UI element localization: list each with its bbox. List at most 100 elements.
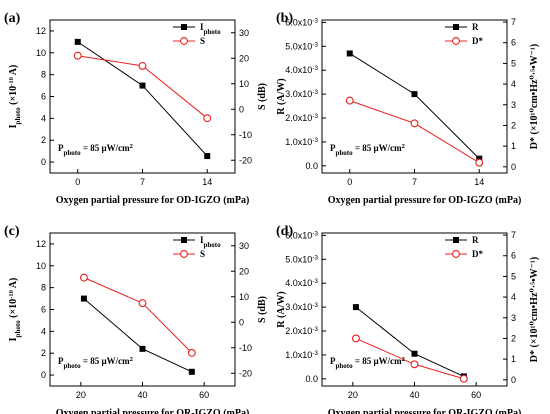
left-tick-label: 12 bbox=[36, 26, 46, 36]
panel-label: (c) bbox=[4, 224, 20, 239]
legend-marker-circle bbox=[180, 37, 188, 45]
legend-marker-circle bbox=[452, 37, 460, 45]
right-tick-label: 10 bbox=[239, 292, 249, 302]
left-tick-label: 2.0x10-3 bbox=[285, 113, 318, 124]
data-point-square bbox=[74, 38, 81, 45]
series-line-right bbox=[349, 100, 480, 164]
series-line-left bbox=[355, 306, 465, 377]
data-point-square bbox=[80, 295, 87, 302]
left-tick-label: 0.0 bbox=[305, 161, 318, 171]
right-tick-label: 7 bbox=[511, 230, 516, 240]
pphoto-annotation: Pphoto = 85 μW/cm2 bbox=[58, 356, 133, 371]
x-tick-label: 40 bbox=[137, 390, 147, 400]
left-tick-label: 4 bbox=[41, 113, 46, 123]
left-tick-label: 1.0x10-3 bbox=[285, 349, 318, 360]
right-tick-label: 10 bbox=[239, 79, 249, 89]
right-tick-label: 0 bbox=[239, 317, 244, 327]
left-tick-label: 3.0x10-3 bbox=[285, 302, 318, 313]
right-tick-label: 6 bbox=[511, 38, 516, 48]
data-point-circle bbox=[138, 299, 147, 308]
data-point-circle bbox=[79, 273, 88, 282]
legend-marker-square bbox=[453, 237, 459, 243]
data-point-circle bbox=[475, 158, 484, 167]
left-tick-label: 2.0x10-3 bbox=[285, 326, 318, 337]
legend-label: S bbox=[200, 36, 205, 46]
left-tick-label: 8 bbox=[41, 283, 46, 293]
legend-marker-square bbox=[181, 237, 187, 243]
x-tick-label: 60 bbox=[471, 390, 481, 400]
right-tick-label: 3 bbox=[511, 100, 516, 110]
right-tick-label: 4 bbox=[511, 79, 516, 89]
left-tick-label: 6 bbox=[41, 305, 46, 315]
legend-marker-circle bbox=[180, 250, 188, 258]
data-point-square bbox=[411, 91, 418, 98]
right-tick-label: 1 bbox=[511, 141, 516, 151]
right-axis-label: D* (×10¹⁰cm•Hz⁰·⁵•W⁻¹) bbox=[529, 44, 540, 149]
x-axis-label: Oxygen partial pressure for OR-IGZO (mPa… bbox=[56, 408, 250, 414]
right-axis-label: S (dB) bbox=[257, 296, 268, 323]
right-tick-label: 20 bbox=[239, 266, 249, 276]
left-tick-label: 12 bbox=[36, 239, 46, 249]
panel-label: (d) bbox=[276, 224, 293, 239]
left-tick-label: 1.0x10-3 bbox=[285, 136, 318, 147]
data-point-circle bbox=[203, 114, 212, 123]
right-tick-label: -10 bbox=[239, 130, 252, 140]
right-tick-label: 0 bbox=[239, 104, 244, 114]
panel-label: (a) bbox=[4, 11, 21, 26]
x-axis-label: Oxygen partial pressure for OR-IGZO (mPa… bbox=[328, 408, 522, 414]
data-point-circle bbox=[459, 374, 468, 383]
chart-panel-2: (b) 0.0 1.0x10-3 2.0x10-3 3.0x10-3 4.0x10-3 5.… bbox=[276, 11, 540, 206]
data-point-square bbox=[139, 345, 146, 352]
series-line-right bbox=[83, 277, 193, 354]
right-tick-label: 30 bbox=[239, 241, 249, 251]
left-tick-label: 4 bbox=[41, 326, 46, 336]
legend-label: D* bbox=[472, 249, 483, 259]
x-tick-label: 14 bbox=[202, 177, 212, 187]
left-tick-label: 5.0x10-3 bbox=[285, 41, 318, 52]
x-tick-label: 0 bbox=[347, 177, 352, 187]
left-axis-label: Iphoto (×10-10 A) bbox=[8, 65, 23, 129]
chart-panel-1: (a) 0 2 4 6 8 10 12 -20 -10 0 10 20 30 0 7 14 Oxygen part… bbox=[4, 11, 268, 206]
right-tick-label: 20 bbox=[239, 53, 249, 63]
right-tick-label: -10 bbox=[239, 343, 252, 353]
legend-label: S bbox=[200, 249, 205, 259]
left-tick-label: 3.0x10-3 bbox=[285, 89, 318, 100]
data-point-circle bbox=[410, 119, 419, 128]
data-point-circle bbox=[73, 51, 82, 60]
right-tick-label: 2 bbox=[511, 333, 516, 343]
data-point-square bbox=[411, 350, 418, 357]
left-tick-label: 10 bbox=[36, 48, 46, 58]
right-tick-label: 0 bbox=[511, 162, 516, 172]
right-tick-label: 7 bbox=[511, 17, 516, 27]
x-tick-label: 0 bbox=[75, 177, 80, 187]
left-tick-label: 2 bbox=[41, 135, 46, 145]
left-tick-label: 4.0x10-3 bbox=[285, 65, 318, 76]
pphoto-annotation: Pphoto = 85 μW/cm2 bbox=[330, 143, 405, 158]
chart-panel-3: (c) 0 2 4 6 8 10 12 -20 -10 0 10 20 30 20 40 60 Oxygen pa… bbox=[4, 224, 268, 414]
left-tick-label: 10 bbox=[36, 261, 46, 271]
data-point-circle bbox=[187, 348, 196, 357]
chart-panel-4: (d) 0.0 1.0x10-3 2.0x10-3 3.0x10-3 4.0x10-3 5.… bbox=[276, 224, 540, 414]
data-point-circle bbox=[138, 61, 147, 70]
data-point-square bbox=[139, 82, 146, 89]
right-tick-label: 30 bbox=[239, 28, 249, 38]
right-axis-label: D* (×10¹⁰cm•Hz⁰·⁵•W⁻¹) bbox=[529, 257, 540, 362]
legend-label: Iphoto bbox=[200, 235, 221, 249]
data-point-square bbox=[352, 304, 359, 311]
right-tick-label: 6 bbox=[511, 251, 516, 261]
x-axis-label: Oxygen partial pressure for OD-IGZO (mPa… bbox=[328, 195, 522, 206]
x-tick-label: 60 bbox=[199, 390, 209, 400]
right-tick-label: 4 bbox=[511, 292, 516, 302]
panel-label: (b) bbox=[276, 11, 293, 26]
x-tick-label: 7 bbox=[412, 177, 417, 187]
left-tick-label: 6.0x10-3 bbox=[285, 230, 318, 241]
legend-label: Iphoto bbox=[200, 22, 221, 36]
right-tick-label: 3 bbox=[511, 313, 516, 323]
left-tick-label: 0 bbox=[41, 157, 46, 167]
left-axis-label: R (A/W) bbox=[276, 291, 287, 327]
left-tick-label: 4.0x10-3 bbox=[285, 278, 318, 289]
right-tick-label: 1 bbox=[511, 354, 516, 364]
legend-label: D* bbox=[472, 36, 483, 46]
x-tick-label: 20 bbox=[348, 390, 358, 400]
